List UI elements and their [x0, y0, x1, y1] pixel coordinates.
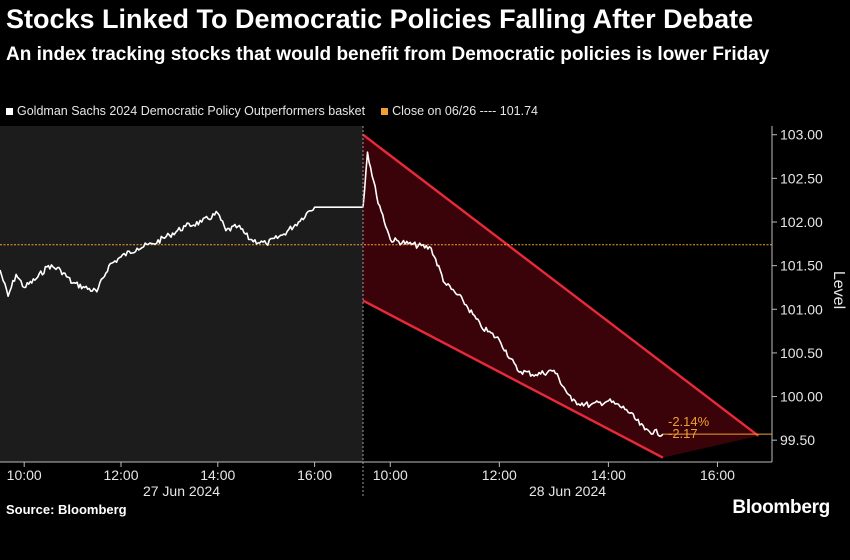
x-tick-label: 12:00 — [103, 467, 138, 483]
change-annotation-0: -2.14% — [668, 414, 710, 429]
y-tick-label: 102.00 — [780, 214, 823, 230]
legend-label-reference: Close on 06/26 ---- 101.74 — [392, 104, 538, 118]
plot-area — [0, 133, 772, 459]
x-session-label: 28 Jun 2024 — [529, 483, 606, 499]
chart-title: Stocks Linked To Democratic Policies Fal… — [6, 4, 754, 34]
session-1-background — [0, 126, 363, 462]
x-tick-label: 12:00 — [482, 467, 517, 483]
x-tick-label: 14:00 — [591, 467, 626, 483]
x-tick-label: 16:00 — [297, 467, 332, 483]
bloomberg-logo: Bloomberg — [732, 497, 830, 518]
x-tick-label: 14:00 — [200, 467, 235, 483]
legend-label-series: Goldman Sachs 2024 Democratic Policy Out… — [17, 104, 366, 118]
source-note: Source: Bloomberg — [6, 502, 127, 517]
x-tick-label: 10:00 — [7, 467, 42, 483]
y-tick-label: 99.50 — [780, 432, 815, 448]
y-axis-label: Level — [830, 271, 847, 309]
x-session-label: 27 Jun 2024 — [143, 483, 220, 499]
series-line-0 — [0, 151, 664, 437]
y-tick-label: 100.00 — [780, 389, 823, 405]
channel-lower-line — [362, 299, 664, 459]
x-tick-label: 10:00 — [373, 467, 408, 483]
legend-swatch-series — [6, 107, 13, 115]
legend-swatch-reference — [381, 107, 389, 115]
y-tick-label: 102.50 — [780, 170, 823, 186]
y-tick-label: 103.00 — [780, 127, 823, 143]
y-tick-label: 101.50 — [780, 258, 823, 274]
channel-upper-line — [362, 133, 760, 437]
x-tick-label: 16:00 — [700, 467, 735, 483]
channel-fill — [363, 134, 759, 458]
legend: Goldman Sachs 2024 Democratic Policy Out… — [6, 104, 554, 118]
legend-item-basket: Goldman Sachs 2024 Democratic Policy Out… — [6, 104, 365, 118]
change-annotation-1: -2.17 — [668, 426, 698, 441]
y-tick-label: 101.00 — [780, 301, 823, 317]
y-tick-label: 100.50 — [780, 345, 823, 361]
chart-subtitle: An index tracking stocks that would bene… — [6, 44, 770, 65]
legend-item-close: Close on 06/26 ---- 101.74 — [381, 104, 538, 118]
